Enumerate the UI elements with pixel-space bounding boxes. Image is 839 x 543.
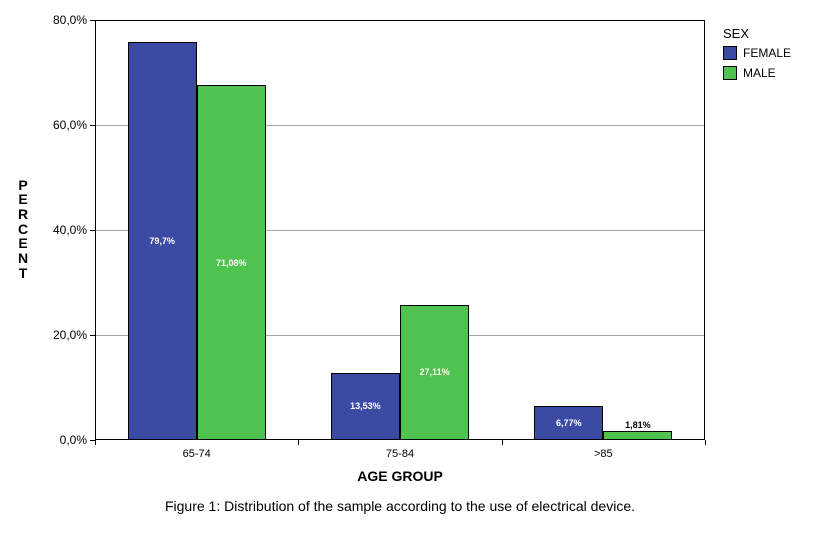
y-tick: [90, 230, 95, 231]
bar-value-label: 13,53%: [350, 401, 381, 411]
legend-label: MALE: [743, 66, 776, 80]
legend-title: SEX: [723, 26, 749, 41]
x-tick: [705, 440, 706, 445]
bar-male: 71,08%: [197, 85, 266, 440]
bar-male: 1,81%: [603, 431, 672, 440]
bar-female: 79,7%: [128, 42, 197, 440]
legend-label: FEMALE: [743, 46, 791, 60]
figure-container: PERCENT AGE GROUP Figure 1: Distribution…: [0, 0, 839, 543]
figure-caption: Figure 1: Distribution of the sample acc…: [165, 498, 635, 514]
bar-female: 6,77%: [534, 406, 603, 440]
y-axis-title: PERCENT: [18, 178, 28, 281]
x-axis-title: AGE GROUP: [357, 468, 443, 484]
bar-male: 27,11%: [400, 305, 469, 440]
gridline: [95, 20, 705, 21]
y-tick: [90, 125, 95, 126]
y-tick-label: 20,0%: [47, 328, 87, 342]
bar-female: 13,53%: [331, 373, 400, 440]
x-tick-label: 75-84: [386, 448, 414, 460]
x-tick: [298, 440, 299, 445]
x-tick-label: >85: [594, 448, 613, 460]
bar-value-label: 6,77%: [556, 418, 582, 428]
y-tick-label: 40,0%: [47, 223, 87, 237]
bar-value-label: 27,11%: [420, 367, 450, 377]
legend-swatch: [723, 46, 737, 60]
x-tick: [95, 440, 96, 445]
bar-value-label: 79,7%: [149, 236, 175, 246]
x-tick: [502, 440, 503, 445]
y-tick: [90, 20, 95, 21]
y-tick-label: 80,0%: [47, 13, 87, 27]
y-tick: [90, 335, 95, 336]
bar-value-label: 1,81%: [625, 420, 651, 432]
legend-item-male: MALE: [723, 66, 776, 80]
legend-swatch: [723, 66, 737, 80]
x-tick-label: 65-74: [183, 448, 211, 460]
legend-item-female: FEMALE: [723, 46, 791, 60]
y-tick-label: 60,0%: [47, 118, 87, 132]
y-tick-label: 0,0%: [47, 433, 87, 447]
bar-value-label: 71,08%: [216, 258, 247, 268]
